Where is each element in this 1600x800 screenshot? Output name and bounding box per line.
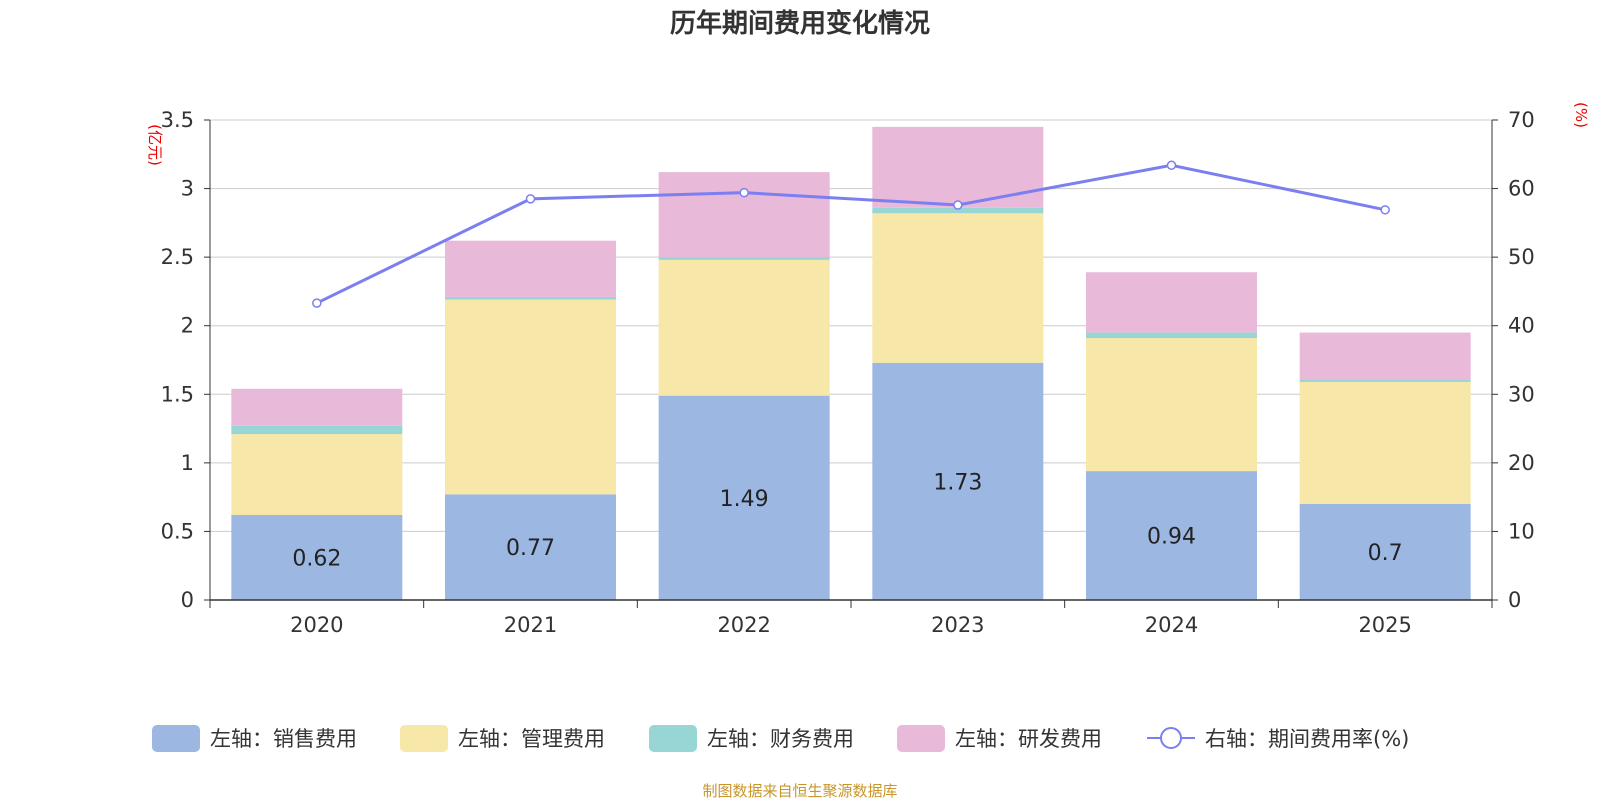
rate-point xyxy=(1380,205,1390,215)
bar-segment xyxy=(1086,272,1257,333)
x-axis-tick-label: 2023 xyxy=(931,613,984,637)
bar-segment xyxy=(1299,332,1471,380)
data-label: 0.94 xyxy=(1147,525,1196,550)
right-axis-tick-label: 70 xyxy=(1508,108,1535,132)
left-axis-tick-label: 1 xyxy=(181,451,194,475)
legend-swatch-marker xyxy=(1160,727,1182,749)
legend-swatch xyxy=(897,725,945,752)
bar-segment xyxy=(445,494,616,600)
right-axis-tick-label: 10 xyxy=(1508,519,1535,543)
left-axis-tick-label: 2 xyxy=(181,314,194,338)
bar-segment xyxy=(231,434,403,515)
left-axis-tick-label: 0.5 xyxy=(161,519,194,543)
x-axis-tick-label: 2025 xyxy=(1358,613,1411,637)
bar-segment xyxy=(658,172,830,258)
left-axis-unit: (亿元) xyxy=(146,124,164,166)
right-axis-tick-label: 40 xyxy=(1508,314,1535,338)
right-axis-tick-label: 50 xyxy=(1508,245,1535,269)
bar-segment xyxy=(1299,379,1471,382)
chart-title: 历年期间费用变化情况 xyxy=(670,8,930,39)
bar-segment xyxy=(1086,471,1257,600)
rate-line-path xyxy=(316,163,1386,305)
left-axis-tick-label: 0 xyxy=(181,588,194,612)
right-axis-tick-label: 0 xyxy=(1508,588,1521,612)
bar-segment xyxy=(231,388,403,426)
rate-point xyxy=(739,187,749,198)
rate-point xyxy=(525,194,536,204)
bar-segment xyxy=(231,514,403,600)
bar-segment xyxy=(872,213,1044,363)
legend-label: 左轴：管理费用 xyxy=(458,727,605,751)
bar-segment xyxy=(658,259,830,396)
bar-segment xyxy=(445,240,616,297)
legend-swatch xyxy=(400,725,448,752)
rate-point xyxy=(312,298,322,308)
bar-segment xyxy=(445,296,616,300)
bar-segment xyxy=(445,299,616,495)
bar-segment xyxy=(231,425,403,435)
data-labels: 0.62 0.77 1.49 1.73 0.94 0.7 xyxy=(292,470,1402,571)
bar-segment xyxy=(872,126,1044,208)
rate-line xyxy=(312,160,1390,308)
x-axis-tick-label: 2021 xyxy=(504,613,557,637)
bar-segment xyxy=(1299,504,1471,600)
left-axis-tick-label: 1.5 xyxy=(161,382,194,406)
bar-segment xyxy=(872,362,1044,600)
data-label: 0.62 xyxy=(292,546,341,571)
bar-segment xyxy=(658,395,830,600)
legend-swatch xyxy=(152,725,200,752)
right-axis-unit: (%) xyxy=(1572,102,1590,128)
bars xyxy=(231,126,1471,600)
data-label: 1.49 xyxy=(720,487,769,512)
legend-label: 左轴：财务费用 xyxy=(707,727,854,751)
left-axis-tick-label: 3.5 xyxy=(161,108,194,132)
left-axis-tick-label: 2.5 xyxy=(161,245,194,269)
rate-point xyxy=(1166,160,1177,171)
source-note: 制图数据来自恒生聚源数据库 xyxy=(702,782,897,800)
x-axis-tick-label: 2020 xyxy=(290,613,343,637)
x-axis-tick-label: 2022 xyxy=(717,613,770,637)
data-label: 0.7 xyxy=(1368,541,1403,566)
legend-swatch xyxy=(649,725,697,752)
axes: 0 0.5 1 1.5 2 2.5 3 3.5 0 10 20 30 40 50 60 70 2020 2021 2… xyxy=(161,108,1535,637)
data-label: 1.73 xyxy=(933,470,982,495)
right-axis-tick-label: 30 xyxy=(1508,382,1535,406)
right-axis-tick-label: 60 xyxy=(1508,177,1535,201)
bar-segment xyxy=(872,207,1044,214)
bar-segment xyxy=(1299,381,1471,504)
rate-point xyxy=(953,200,963,210)
legend-label: 右轴：期间费用率(%) xyxy=(1205,727,1409,751)
bar-segment xyxy=(1086,332,1257,339)
data-label: 0.77 xyxy=(506,536,555,561)
grid xyxy=(210,119,1492,532)
left-axis-tick-label: 3 xyxy=(181,177,194,201)
bar-segment xyxy=(1086,338,1257,472)
bar-segment xyxy=(658,257,830,260)
legend-label: 左轴：研发费用 xyxy=(955,727,1102,751)
legend-label: 左轴：销售费用 xyxy=(210,727,357,751)
legend: 左轴：销售费用 左轴：管理费用 左轴：财务费用 左轴：研发费用 右轴：期间费用率(%) xyxy=(152,725,1409,752)
right-axis-tick-label: 20 xyxy=(1508,451,1535,475)
x-axis-tick-label: 2024 xyxy=(1145,613,1198,637)
